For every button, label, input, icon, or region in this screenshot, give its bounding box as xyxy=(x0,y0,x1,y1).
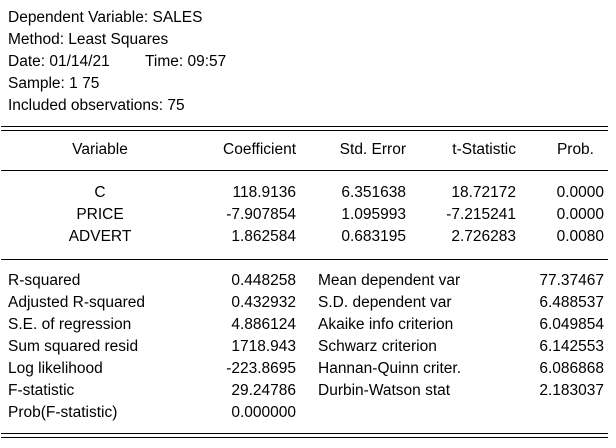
column-header-std-error: Std. Error xyxy=(339,141,406,158)
stat-label: F-statistic xyxy=(8,382,75,399)
dependent-variable: Dependent Variable: SALES xyxy=(8,9,203,26)
stat-value: 29.24786 xyxy=(231,382,296,399)
stat-label: Schwarz criterion xyxy=(318,338,437,355)
prob-value: 0.0000 xyxy=(556,206,604,223)
divider-bottom-2 xyxy=(1,437,608,438)
divider-bottom-1 xyxy=(1,433,608,434)
coefficient-value: -7.907854 xyxy=(226,206,296,223)
stat-value: 6.086868 xyxy=(539,360,604,377)
std-error-value: 6.351638 xyxy=(341,184,406,201)
stat-value: 6.049854 xyxy=(539,316,604,333)
stat-label: Mean dependent var xyxy=(318,272,461,289)
included-observations: Included observations: 75 xyxy=(8,97,185,114)
divider-top-1 xyxy=(1,126,608,127)
variable-name: C xyxy=(94,184,106,201)
stat-label: Hannan-Quinn criter. xyxy=(318,360,462,377)
stat-label: S.D. dependent var xyxy=(318,294,452,311)
stat-label: Sum squared resid xyxy=(8,338,139,355)
prob-value: 0.0080 xyxy=(556,228,604,245)
divider-top-2 xyxy=(1,130,608,131)
column-header-t-statistic: t-Statistic xyxy=(452,141,516,158)
divider-header xyxy=(1,170,608,171)
variable-name: ADVERT xyxy=(68,228,132,245)
coefficient-value: 118.9136 xyxy=(232,184,297,201)
stat-label: Adjusted R-squared xyxy=(8,294,145,311)
stat-value: 0.432932 xyxy=(231,294,296,311)
stat-value: 6.142553 xyxy=(539,338,604,355)
method: Method: Least Squares xyxy=(8,31,169,48)
stat-label: Log likelihood xyxy=(8,360,103,377)
t-statistic-value: 18.72172 xyxy=(451,184,516,201)
stat-label: Akaike info criterion xyxy=(318,316,454,333)
stat-value: 1718.943 xyxy=(231,338,296,355)
stat-label: Durbin-Watson stat xyxy=(318,382,451,399)
time: Time: 09:57 xyxy=(145,53,227,70)
divider-stats xyxy=(1,259,608,260)
std-error-value: 0.683195 xyxy=(341,228,406,245)
stat-value: 6.488537 xyxy=(539,294,604,311)
sample: Sample: 1 75 xyxy=(8,75,100,92)
stat-value: 0.000000 xyxy=(231,404,296,421)
stat-value: -223.8695 xyxy=(226,360,296,377)
column-header-variable: Variable xyxy=(72,141,128,158)
stat-value: 77.37467 xyxy=(539,272,604,289)
t-statistic-value: 2.726283 xyxy=(451,228,516,245)
stat-label: S.E. of regression xyxy=(8,316,132,333)
stat-label: Prob(F-statistic) xyxy=(8,404,118,421)
column-header-coefficient: Coefficient xyxy=(223,141,296,158)
stat-value: 4.886124 xyxy=(231,316,296,333)
stat-value: 2.183037 xyxy=(539,382,604,399)
stat-label: R-squared xyxy=(8,272,81,289)
variable-name: PRICE xyxy=(76,206,124,223)
date: Date: 01/14/21 xyxy=(8,53,110,70)
column-header-prob: Prob. xyxy=(556,141,594,158)
std-error-value: 1.095993 xyxy=(341,206,406,223)
t-statistic-value: -7.215241 xyxy=(446,206,516,223)
stat-value: 0.448258 xyxy=(231,272,296,289)
coefficient-value: 1.862584 xyxy=(231,228,296,245)
prob-value: 0.0000 xyxy=(556,184,604,201)
